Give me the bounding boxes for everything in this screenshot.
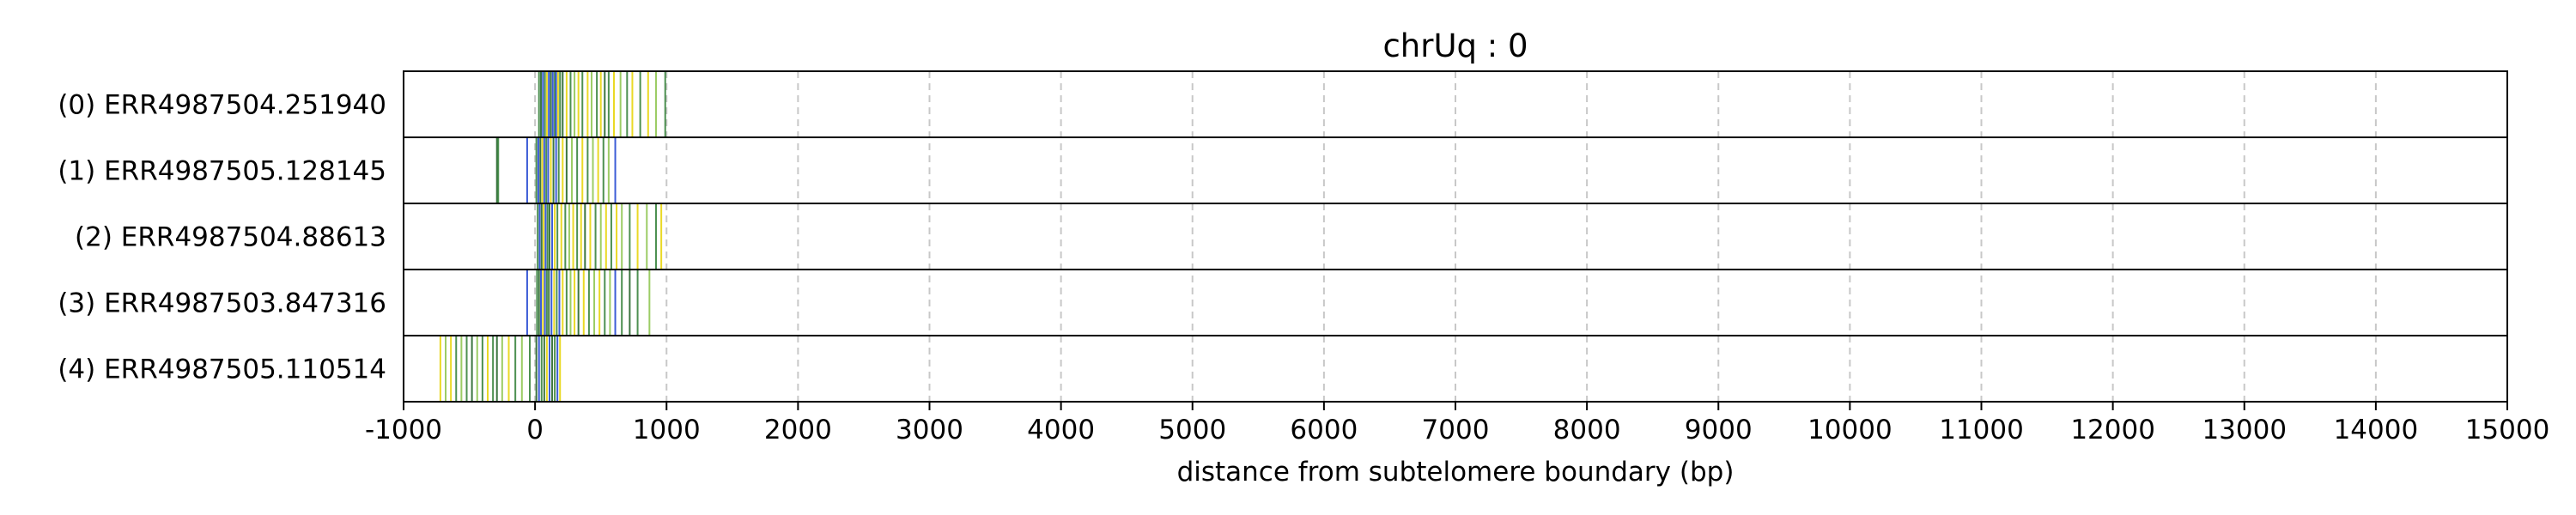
x-tick-label-12: 11000 bbox=[1939, 415, 2024, 445]
x-tick-label-14: 13000 bbox=[2202, 415, 2287, 445]
track-frames bbox=[403, 70, 2508, 403]
x-tick-label-11: 10000 bbox=[1807, 415, 1893, 445]
read-marks bbox=[439, 72, 666, 401]
x-tick-label-9: 8000 bbox=[1553, 415, 1621, 445]
read-label-0: (0) ERR4987504.251940 bbox=[58, 90, 386, 121]
x-tick-label-6: 5000 bbox=[1158, 415, 1226, 445]
x-tick-label-5: 4000 bbox=[1027, 415, 1095, 445]
x-tick-label-10: 9000 bbox=[1685, 415, 1753, 445]
x-tick-label-4: 3000 bbox=[896, 415, 963, 445]
x-axis-ticks: -1000 0 1000 2000 3000 4000 5000 6000 7000 8000 90… bbox=[365, 402, 2549, 445]
read-label-1: (1) ERR4987505.128145 bbox=[58, 156, 386, 187]
grid-lines bbox=[534, 71, 2377, 402]
x-tick-label-0: -1000 bbox=[365, 415, 442, 445]
read-label-2: (2) ERR4987504.88613 bbox=[75, 222, 386, 253]
x-tick-label-3: 2000 bbox=[764, 415, 832, 445]
x-axis-title: distance from subtelomere boundary (bp) bbox=[1177, 457, 1735, 488]
x-tick-label-2: 1000 bbox=[633, 415, 701, 445]
x-tick-label-15: 14000 bbox=[2334, 415, 2419, 445]
x-tick-label-1: 0 bbox=[526, 415, 544, 445]
track-row-frame-4 bbox=[403, 335, 2508, 403]
chart-title: chrUq : 0 bbox=[1382, 27, 1528, 64]
read-labels: (0) ERR4987504.251940 (1) ERR4987505.1281… bbox=[58, 90, 386, 385]
x-tick-label-13: 12000 bbox=[2070, 415, 2155, 445]
read-label-4: (4) ERR4987505.110514 bbox=[58, 354, 386, 385]
read-label-3: (3) ERR4987503.847316 bbox=[58, 288, 386, 319]
x-tick-label-8: 7000 bbox=[1422, 415, 1490, 445]
track-row-frame-0 bbox=[403, 70, 2508, 138]
x-tick-label-7: 6000 bbox=[1290, 415, 1358, 445]
x-tick-label-16: 15000 bbox=[2465, 415, 2550, 445]
track-row-frame-2 bbox=[403, 203, 2508, 270]
